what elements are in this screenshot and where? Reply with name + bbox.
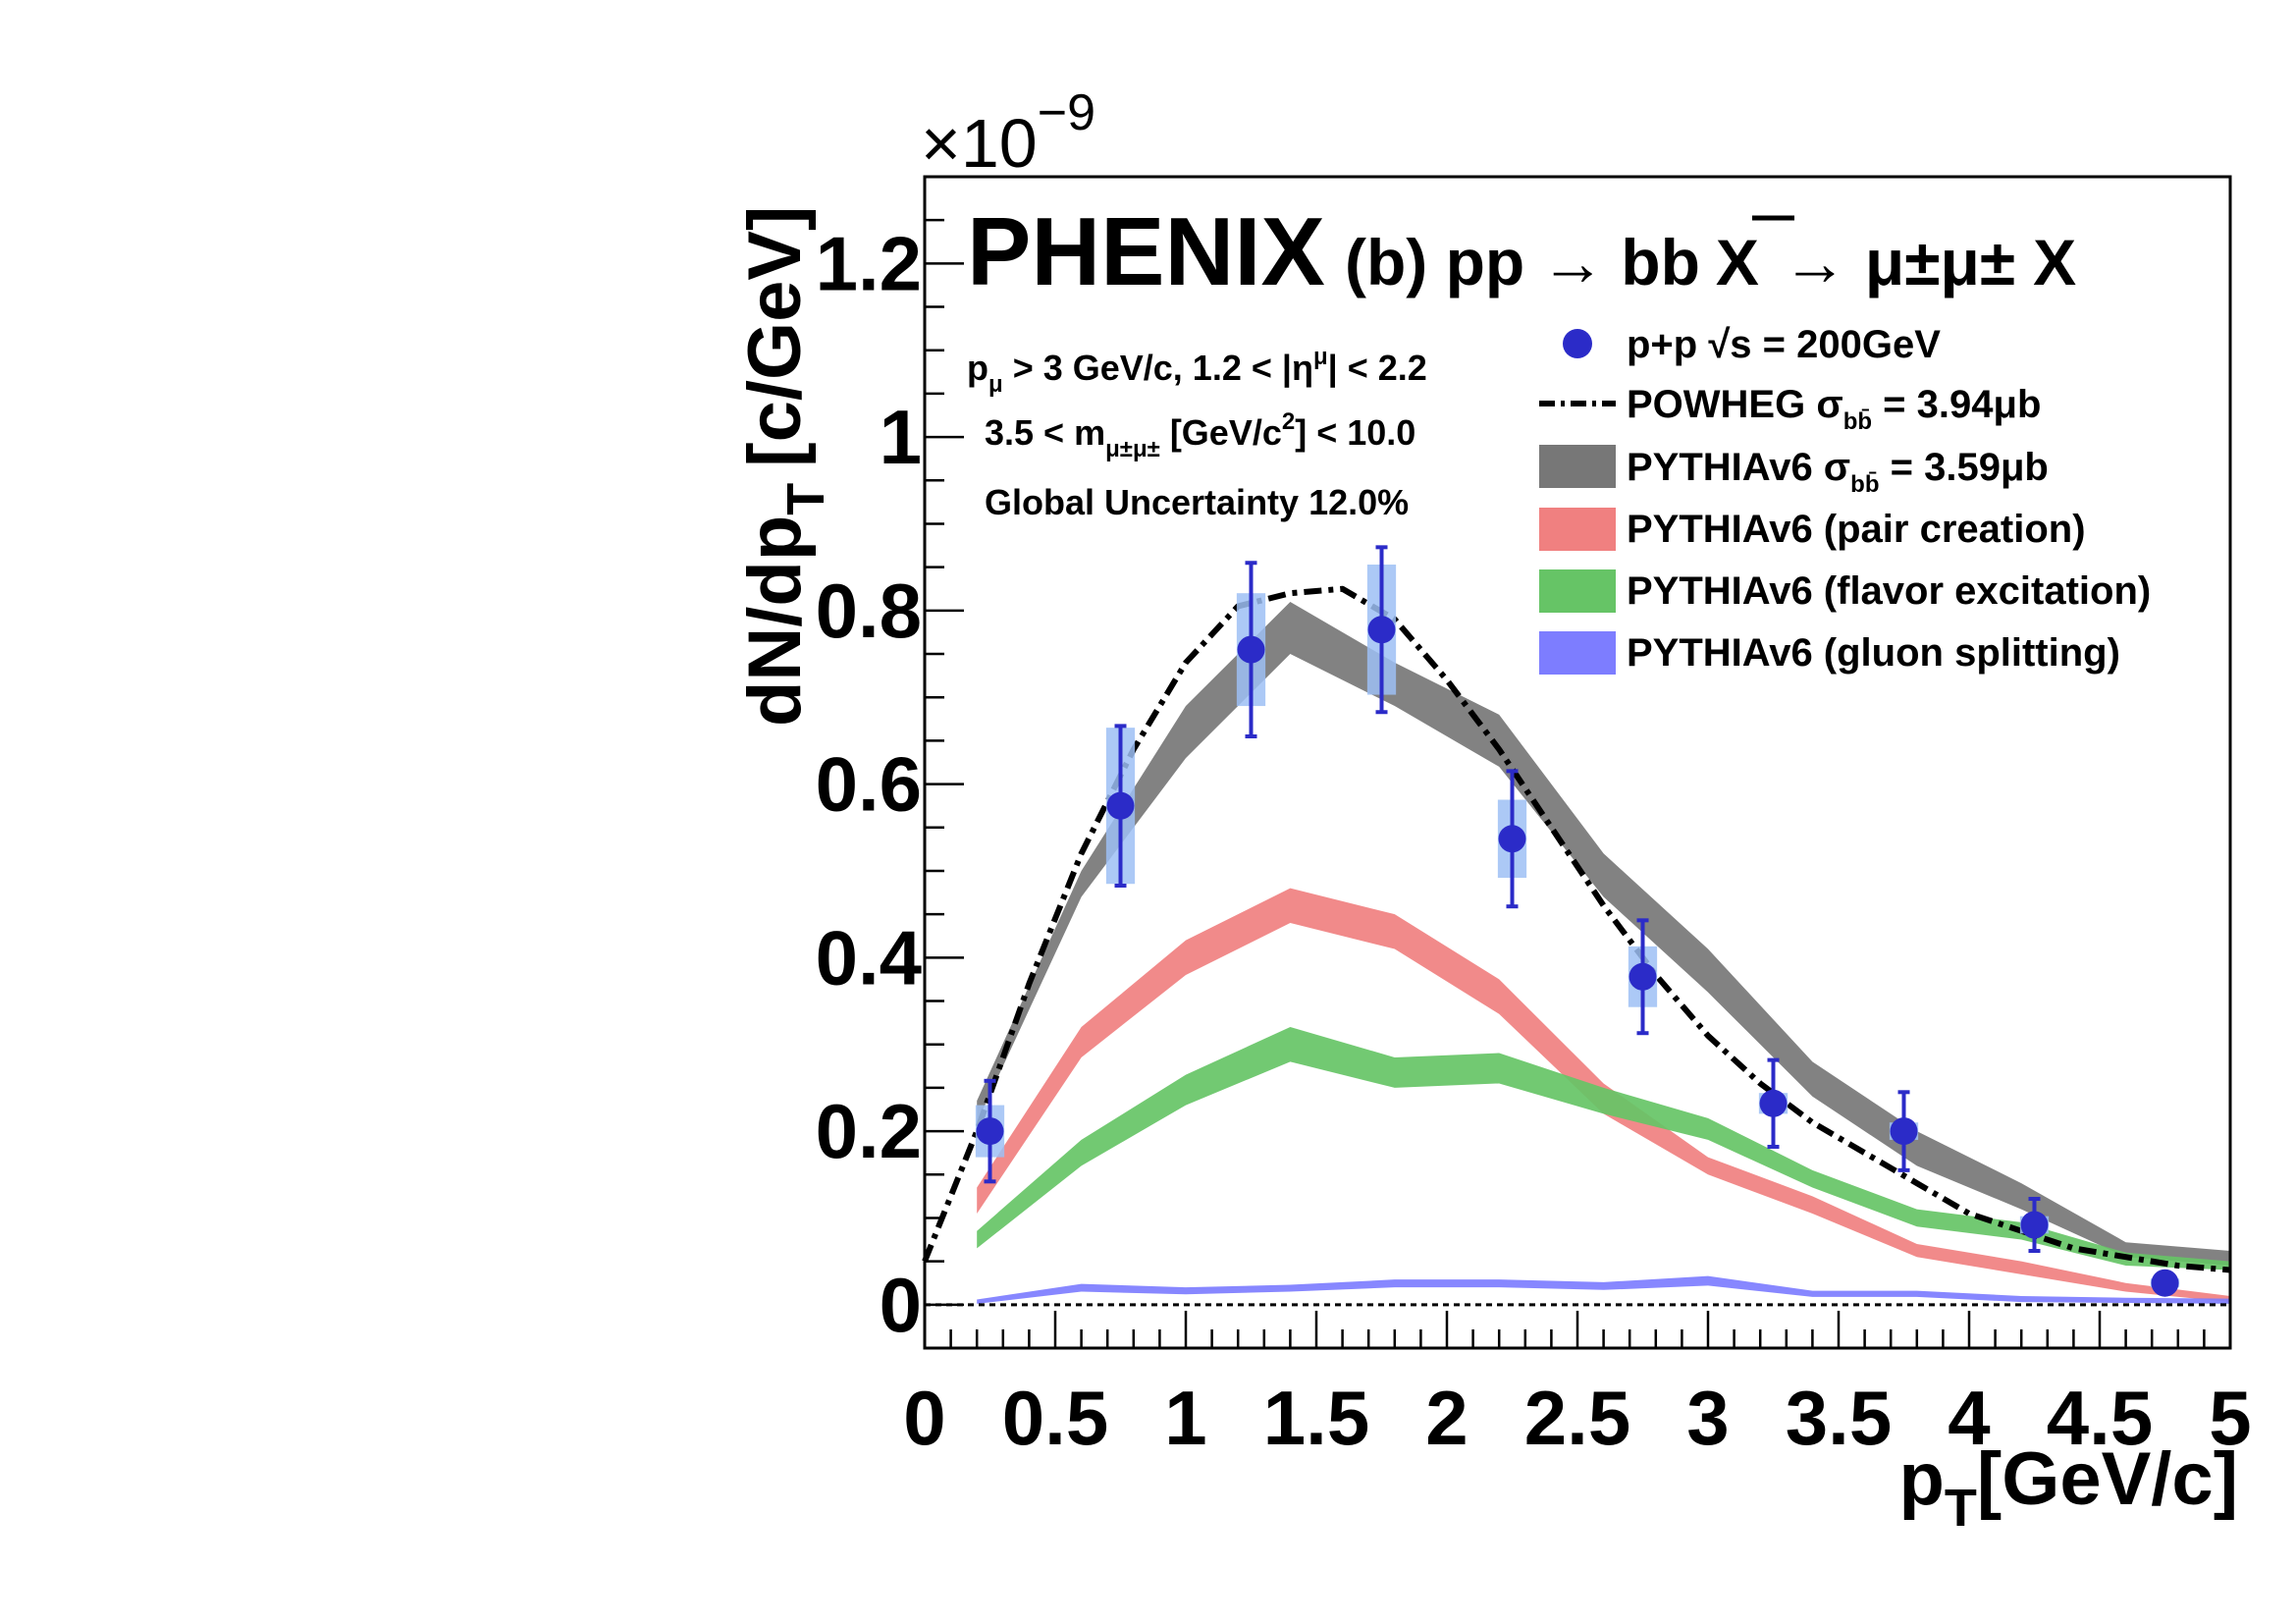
global-uncertainty: Global Uncertainty 12.0% [985, 482, 1409, 522]
chart-title: (b) pp → bb X → μ±μ± X [1345, 226, 2076, 298]
x-tick-label-7: 3.5 [1786, 1375, 1892, 1461]
x-tick-label-9: 4.5 [2047, 1375, 2153, 1461]
legend: p+p √s = 200GeV POWHEG σbb̄ = 3.94μb PYT… [1539, 323, 2151, 675]
legend-marker-data [1563, 329, 1592, 358]
legend-marker-pythia [1539, 445, 1616, 488]
x-tick-label-4: 2 [1425, 1375, 1468, 1461]
legend-label-gluon: PYTHIAv6 (gluon splitting) [1627, 631, 2120, 675]
data-point-4 [1498, 825, 1526, 853]
powheg-curve [922, 585, 2231, 1273]
data-point-5 [1629, 962, 1657, 991]
y-tick-label-1: 0.2 [816, 1088, 922, 1174]
x-axis-title: pT[GeV/c] [1898, 1437, 2238, 1538]
experiment-label: PHENIX [967, 197, 1325, 305]
y-tick-label-4: 0.8 [816, 568, 922, 654]
legend-marker-flavor [1539, 569, 1616, 613]
data-point-1 [1106, 791, 1135, 820]
legend-label-data: p+p √s = 200GeV [1627, 323, 1941, 366]
y-tick-label-6: 1.2 [816, 220, 922, 306]
theory-bands [977, 602, 2231, 1304]
legend-marker-gluon [1539, 631, 1616, 675]
x-tick-label-6: 3 [1686, 1375, 1729, 1461]
x-tick-label-10: 5 [2209, 1375, 2251, 1461]
data-point-2 [1237, 635, 1265, 664]
cut-pt-eta: pμ > 3 GeV/c, 1.2 < |ημ| < 2.2 [967, 344, 1427, 398]
x-tick-label-5: 2.5 [1524, 1375, 1630, 1461]
y-axis-ticks: 0 0.2 0.4 0.6 0.8 1 1.2 [816, 175, 964, 1350]
y-tick-label-2: 0.4 [816, 914, 922, 1001]
legend-label-powheg: POWHEG σbb̄ = 3.94μb [1627, 383, 2041, 435]
cut-mass: 3.5 < mμ±μ± [GeV/c2] < 10.0 [985, 408, 1415, 462]
legend-label-pair: PYTHIAv6 (pair creation) [1627, 508, 2086, 551]
x-tick-label-8: 4 [1948, 1375, 1990, 1461]
x-axis-ticks: 0 0.5 1 1.5 2 2.5 3 3.5 4 4.5 5 [903, 1311, 2252, 1461]
y-tick-label-5: 1 [880, 394, 922, 480]
legend-marker-pair [1539, 508, 1616, 551]
data-point-0 [976, 1117, 1004, 1146]
legend-label-pythia: PYTHIAv6 σbb̄ = 3.59μb [1627, 446, 2049, 498]
y-axis-title: dN/dpT[c/GeV] [733, 206, 835, 727]
data-point-3 [1367, 616, 1396, 644]
data-point-6 [1759, 1089, 1788, 1117]
data-points [975, 545, 2180, 1297]
y-tick-label-3: 0.6 [816, 741, 922, 828]
legend-label-flavor: PYTHIAv6 (flavor excitation) [1627, 569, 2151, 613]
band-3 [977, 1275, 2231, 1304]
data-point-8 [2020, 1211, 2049, 1239]
x-tick-label-2: 1 [1164, 1375, 1206, 1461]
x-tick-label-0: 0 [903, 1375, 945, 1461]
y-tick-label-0: 0 [880, 1262, 922, 1348]
powheg-line [922, 585, 2231, 1273]
data-point-7 [1890, 1117, 1918, 1146]
band-2 [977, 1027, 2231, 1271]
data-point-9 [2151, 1269, 2179, 1297]
y-exponent-label: ×10−9 [921, 84, 1095, 182]
x-tick-label-1: 0.5 [1002, 1375, 1108, 1461]
x-tick-label-3: 1.5 [1263, 1375, 1369, 1461]
